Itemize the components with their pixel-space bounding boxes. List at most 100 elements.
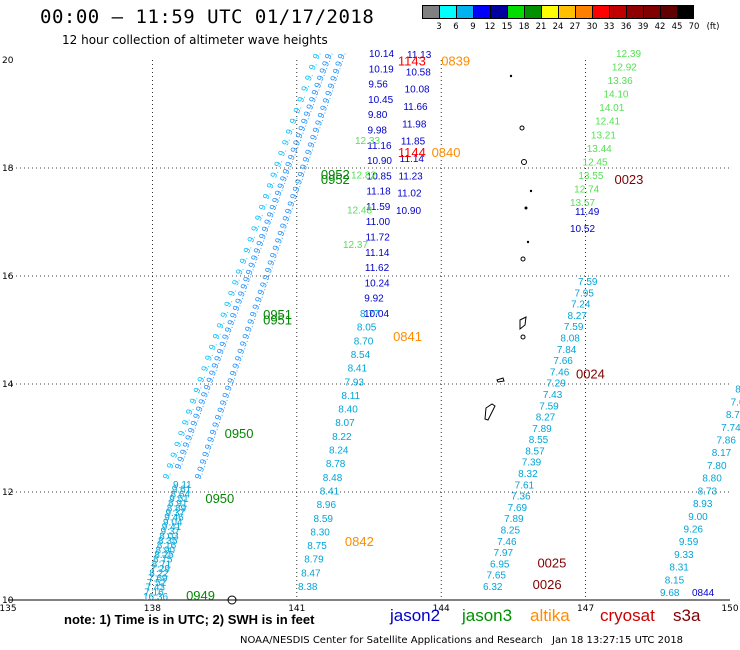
dense-track-mark: 9. bbox=[243, 323, 255, 334]
wave-height-value: 13.36 bbox=[608, 76, 633, 87]
wave-height-value: 0844 bbox=[692, 588, 715, 599]
dense-track-mark: 9. bbox=[235, 345, 247, 356]
dense-track-mark: 9. bbox=[253, 211, 265, 222]
wave-height-value: 8.22 bbox=[149, 569, 169, 580]
dense-track-mark: 9. bbox=[211, 330, 223, 341]
dense-track-mark: 9. bbox=[276, 147, 288, 158]
dense-track-mark: 9. bbox=[203, 440, 215, 451]
dense-track-mark: 9. bbox=[208, 426, 220, 437]
pass-time-label: 0951 bbox=[263, 313, 292, 328]
dense-track-mark: 9. bbox=[301, 153, 313, 164]
dense-track-mark: 9. bbox=[191, 384, 203, 395]
axis-labels: 135 138 141 144 147 150 10 12 14 16 18 20 bbox=[0, 56, 739, 614]
dense-track-mark: 9. bbox=[316, 109, 328, 120]
wave-height-value: 6.95 bbox=[490, 559, 510, 570]
dense-track-mark: 9. bbox=[198, 455, 210, 466]
dense-track-mark: 9. bbox=[223, 323, 235, 334]
wave-height-value: 9.26 bbox=[684, 524, 704, 535]
dense-track-mark: 9. bbox=[264, 179, 276, 190]
pass-time-label: 0949 bbox=[186, 588, 215, 603]
island-saipan bbox=[519, 316, 527, 331]
dense-track-mark: 9. bbox=[203, 351, 215, 362]
wave-height-value: 12.33 bbox=[355, 136, 380, 147]
wave-height-value: 8.07 bbox=[335, 418, 355, 429]
dense-track-mark: 9. bbox=[249, 251, 261, 262]
wave-height-value: 9.46 bbox=[164, 513, 184, 524]
wave-height-value: 7.29 bbox=[546, 379, 566, 390]
color-swatch bbox=[490, 5, 507, 19]
dense-track-mark: 9. bbox=[250, 300, 262, 311]
color-scale-label: 15 bbox=[501, 22, 513, 32]
wave-height-value: 7.65 bbox=[487, 571, 507, 582]
wave-height-value: 9.37 bbox=[161, 527, 181, 538]
dense-track-mark: 9. bbox=[304, 100, 316, 111]
lon-tick-label: 150 bbox=[721, 604, 738, 614]
dense-track-mark: 9. bbox=[220, 330, 232, 341]
wave-height-value: 11.23 bbox=[398, 171, 423, 182]
wave-height-value: 9.04 bbox=[163, 517, 183, 528]
wave-height-value: 9.98 bbox=[368, 125, 388, 136]
dense-track-mark: 9. bbox=[309, 86, 321, 97]
dense-track-mark: 9. bbox=[213, 411, 225, 422]
dense-track-mark: 9. bbox=[176, 427, 188, 438]
lat-tick-label: 20 bbox=[2, 56, 14, 66]
page-subtitle: 12 hour collection of altimeter wave hei… bbox=[62, 33, 328, 47]
pass-time-label: 0024 bbox=[576, 367, 605, 382]
dense-track-mark: 9. bbox=[172, 438, 184, 449]
dense-track-mark: 9. bbox=[263, 264, 275, 275]
dense-track-mark: 9. bbox=[188, 395, 200, 406]
dense-track-mark: 9. bbox=[210, 418, 222, 429]
dense-track-mark: 9. bbox=[321, 94, 333, 105]
island-pagan bbox=[521, 159, 527, 165]
dense-track-mark: 9. bbox=[222, 298, 234, 309]
color-scale-label: 21 bbox=[535, 22, 547, 32]
wave-height-value: 8.90 bbox=[156, 545, 176, 556]
dense-track-mark: 9. bbox=[253, 293, 265, 304]
wave-height-value: 8.08 bbox=[560, 333, 580, 344]
color-scale-label: 33 bbox=[603, 22, 615, 32]
wave-height-value: 8.32 bbox=[518, 469, 538, 480]
generated-timestamp: Jan 18 13:27:15 UTC 2018 bbox=[552, 635, 684, 646]
color-scale-label: (ft) bbox=[706, 22, 720, 32]
wave-height-value: 10.90 bbox=[367, 156, 392, 167]
wave-height-value: 7.69 bbox=[148, 573, 168, 584]
wave-height-value: 9.61 bbox=[172, 485, 192, 496]
satellite-legend-s3a: s3a bbox=[673, 606, 701, 625]
footer-note: note: 1) Time is in UTC; 2) SWH is in fe… bbox=[64, 612, 315, 627]
dense-track-mark: 9. bbox=[311, 50, 323, 61]
pass-time-label: 0842 bbox=[345, 534, 374, 549]
dense-track-mark: 9. bbox=[260, 271, 272, 282]
pass-time-label: 0026 bbox=[533, 577, 562, 592]
wave-height-value: 8.11 bbox=[341, 391, 360, 402]
wave-height-value: 9.51 bbox=[169, 494, 189, 505]
dense-track-mark: 9. bbox=[214, 319, 226, 330]
pass-time-label: 0840 bbox=[432, 145, 461, 160]
color-swatch bbox=[422, 5, 439, 19]
wave-height-value: 8.35 bbox=[158, 536, 178, 547]
dense-track-mark: 9. bbox=[217, 338, 229, 349]
dense-track-mark: 9. bbox=[199, 362, 211, 373]
wave-height-value: 8.77 bbox=[360, 309, 380, 320]
island-asuncion bbox=[509, 74, 513, 78]
dense-track-mark: 9. bbox=[233, 352, 245, 363]
dense-track-mark: 9. bbox=[290, 183, 302, 194]
wave-height-value: 9.37 bbox=[166, 508, 186, 519]
dense-track-mark: 9. bbox=[326, 79, 338, 90]
color-swatch bbox=[524, 5, 541, 19]
wave-height-value: 12.92 bbox=[612, 63, 637, 74]
credit-line: NOAA/NESDIS Center for Satellite Applica… bbox=[240, 635, 543, 646]
wave-height-value: 11.14 bbox=[365, 248, 390, 259]
wave-height-value: 9.59 bbox=[679, 537, 699, 548]
color-swatch bbox=[558, 5, 575, 19]
wave-height-value: 9.92 bbox=[364, 294, 384, 305]
wave-height-value: 13.21 bbox=[591, 130, 616, 141]
dense-track-mark: 9. bbox=[191, 410, 203, 421]
dense-track-mark: 9. bbox=[205, 433, 217, 444]
wave-height-value: 12.37 bbox=[343, 240, 368, 251]
dense-track-mark: 9. bbox=[317, 64, 329, 75]
color-swatch bbox=[660, 5, 677, 19]
dense-track-mark: 9. bbox=[270, 194, 282, 205]
wave-height-value: 11.59 bbox=[366, 202, 391, 213]
dense-track-mark: 9. bbox=[241, 244, 253, 255]
